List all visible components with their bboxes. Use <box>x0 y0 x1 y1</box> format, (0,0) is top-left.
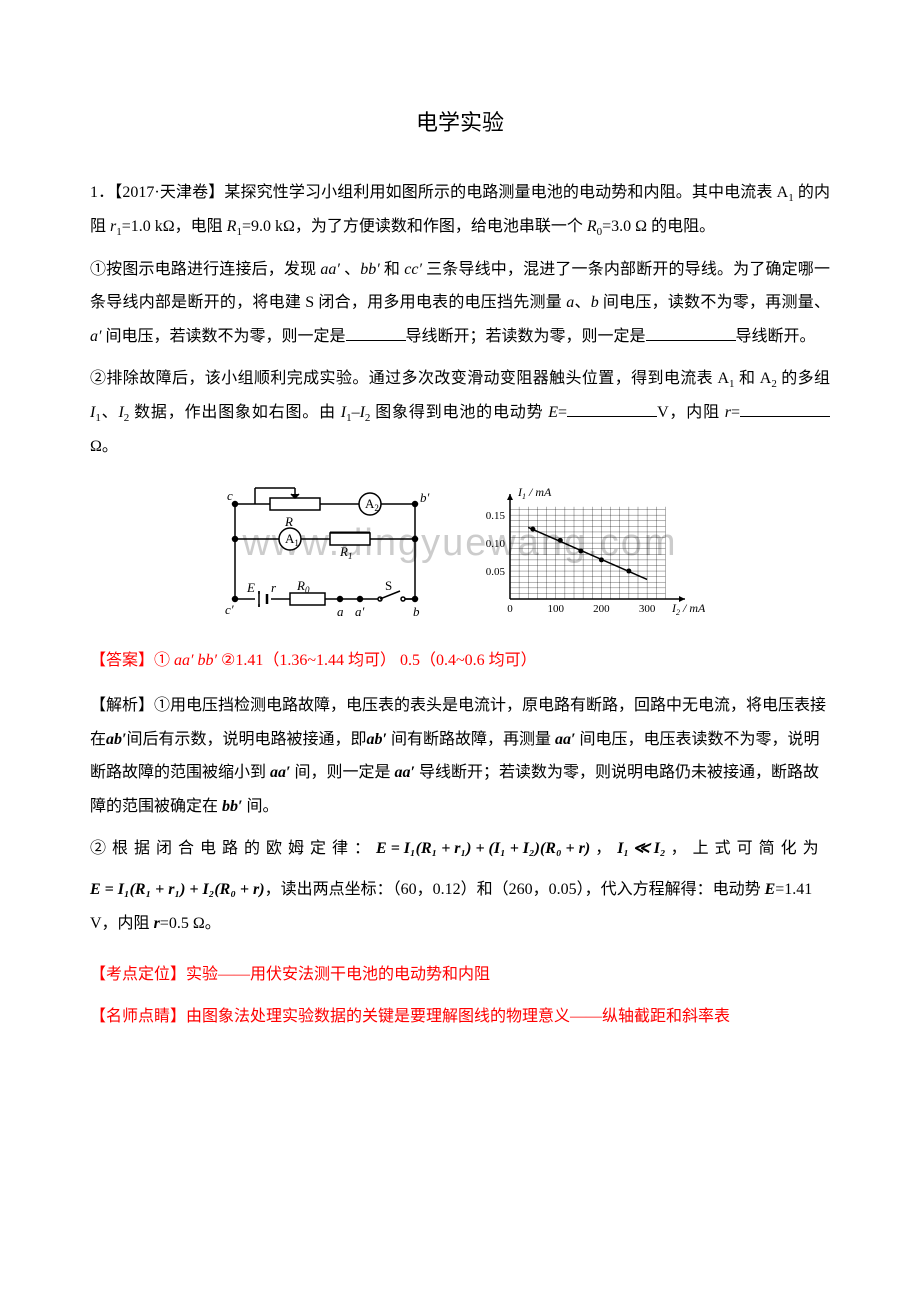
sub-1: 1 <box>729 378 735 390</box>
label-r: r <box>271 580 277 595</box>
text: 间电压，若读数不为零，则一定是 <box>102 328 346 345</box>
answer-bb: bb′ <box>198 652 218 669</box>
answer-block: 【答案】① aa′ bb′ ②1.41（1.36~1.44 均可） 0.5（0.… <box>90 644 830 678</box>
text: 的多组 <box>777 370 830 387</box>
svg-text:I1 / mA: I1 / mA <box>517 485 552 501</box>
var-R0: R <box>587 218 597 235</box>
svg-text:300: 300 <box>639 603 656 615</box>
var-bb: bb′ <box>360 261 380 278</box>
page-title: 电学实验 <box>90 100 830 146</box>
ineq: I₁ ≪ I₂ <box>617 840 665 857</box>
explain-p2b: E = I₁(R₁ + r₁) + I₂(R₀ + r)，读出两点坐标：（60，… <box>90 873 830 940</box>
label-R0: R0 <box>296 578 310 595</box>
svg-text:200: 200 <box>593 603 610 615</box>
text: ，读出两点坐标：（60，0.12）和（260，0.05），代入方程解得：电动势 <box>265 881 765 898</box>
label-a: a <box>337 604 344 619</box>
svg-text:0: 0 <box>507 603 513 615</box>
text: ①按图示电路进行连接后，发现 <box>90 261 320 278</box>
var-R1: R <box>227 218 237 235</box>
var: aa′ <box>555 731 576 748</box>
var-E: E <box>548 404 558 421</box>
formula-2: E = I₁(R₁ + r₁) + I₂(R₀ + r) <box>90 881 265 898</box>
teacher-tip: 【名师点睛】由图象法处理实验数据的关键是要理解图线的物理意义——纵轴截距和斜率表 <box>90 1000 830 1034</box>
blank-2 <box>646 325 736 341</box>
text: 数据，作出图象如右图。由 <box>129 404 340 421</box>
circuit-diagram: c b′ R A2 A1 R1 E r R0 S c′ a a′ b <box>215 484 435 624</box>
text: Ω。 <box>90 438 118 455</box>
svg-text:I2 / mA: I2 / mA <box>671 601 705 617</box>
text: ②排除故障后，该小组顺利完成实验。通过多次改变滑动变阻器触头位置，得到电流表 A <box>90 370 729 387</box>
text: =3.0 Ω 的电阻。 <box>602 218 715 235</box>
var-a: a <box>566 294 574 311</box>
sep: ② <box>217 652 235 669</box>
text: – <box>352 404 360 421</box>
answer-aa: aa′ <box>174 652 194 669</box>
text: =9.0 kΩ，为了方便读数和作图，给电池串联一个 <box>242 218 583 235</box>
var-b: b <box>591 294 599 311</box>
text: 1．【2017·天津卷】某探究性学习小组利用如图所示的电路测量电池的电动势和内阻… <box>90 184 788 201</box>
label-aprime: a′ <box>355 604 365 619</box>
positioning: 【考点定位】实验——用伏安法测干电池的电动势和内阻 <box>90 958 830 992</box>
text: 导线断开。 <box>736 328 816 345</box>
var: aa′ <box>395 764 416 781</box>
label-c: c <box>227 488 233 503</box>
text: 间。 <box>243 798 279 815</box>
text: ， <box>590 840 617 857</box>
text: 导线断开；若读数为零，则一定是 <box>406 328 646 345</box>
var: ab′ <box>367 731 388 748</box>
var-cc: cc′ <box>404 261 422 278</box>
var-aprime: a′ <box>90 328 102 345</box>
svg-text:100: 100 <box>547 603 564 615</box>
explain-p2: ② 根 据 闭 合 电 路 的 欧 姆 定 律 ： E = I₁(R₁ + r₁… <box>90 832 830 866</box>
var-E: E <box>765 881 776 898</box>
text: =0.5 Ω。 <box>160 915 221 932</box>
text: ② 根 据 闭 合 电 路 的 欧 姆 定 律 ： <box>90 840 371 857</box>
var: aa′ <box>270 764 291 781</box>
var: bb′ <box>222 798 243 815</box>
label-cprime: c′ <box>225 602 234 617</box>
text: 和 <box>380 261 404 278</box>
var-aa: aa′ <box>320 261 340 278</box>
answer-prefix: 【答案】① <box>90 652 174 669</box>
text: = <box>558 404 567 421</box>
q1-part1: ①按图示电路进行连接后，发现 aa′ 、bb′ 和 cc′ 三条导线中，混进了一… <box>90 253 830 354</box>
answer-vals: 1.41（1.36~1.44 均可） 0.5（0.4~0.6 均可） <box>235 652 536 669</box>
text: 间后有示数，说明电路被接通，即 <box>127 731 367 748</box>
q1-part2: ②排除故障后，该小组顺利完成实验。通过多次改变滑动变阻器触头位置，得到电流表 A… <box>90 362 830 464</box>
text: = <box>731 404 740 421</box>
text: ， 上 式 可 简 化 为 <box>666 840 820 857</box>
text: =1.0 kΩ，电阻 <box>122 218 227 235</box>
svg-text:0.05: 0.05 <box>486 566 506 578</box>
svg-text:0.15: 0.15 <box>486 510 506 522</box>
label-S: S <box>385 578 392 593</box>
text: V，内阻 <box>657 404 725 421</box>
blank-3 <box>567 401 657 417</box>
figures-row: www.dingyuewang.com <box>90 484 830 624</box>
label-E: E <box>246 580 255 595</box>
text: 和 A <box>739 370 771 387</box>
text: 、 <box>340 261 360 278</box>
text: 图象得到电池的电动势 <box>370 404 548 421</box>
graph-plot: 0 100 200 300 0.05 0.10 0.15 I1 / mA I2 / mA <box>475 484 705 624</box>
label-bprime: b′ <box>420 490 430 505</box>
label-R: R <box>284 514 293 529</box>
label-R1: R1 <box>339 544 352 561</box>
svg-text:0.10: 0.10 <box>486 538 506 550</box>
text: 间电压，读数不为零，再测量、 <box>599 294 830 311</box>
blank-4 <box>740 401 830 417</box>
var: ab′ <box>106 731 127 748</box>
text: 间，则一定是 <box>291 764 395 781</box>
text: 、 <box>574 294 590 311</box>
blank-1 <box>346 325 406 341</box>
explain-p1: 【解析】①用电压挡检测电路故障，电压表的表头是电流计，原电路有断路，回路中无电流… <box>90 689 830 823</box>
q1-intro: 1．【2017·天津卷】某探究性学习小组利用如图所示的电路测量电池的电动势和内阻… <box>90 176 830 245</box>
text: 间有断路故障，再测量 <box>387 731 555 748</box>
formula-1: E = I₁(R₁ + r₁) + (I₁ + I₂)(R₀ + r) <box>376 840 590 857</box>
label-b: b <box>413 604 420 619</box>
text: 、 <box>101 404 119 421</box>
